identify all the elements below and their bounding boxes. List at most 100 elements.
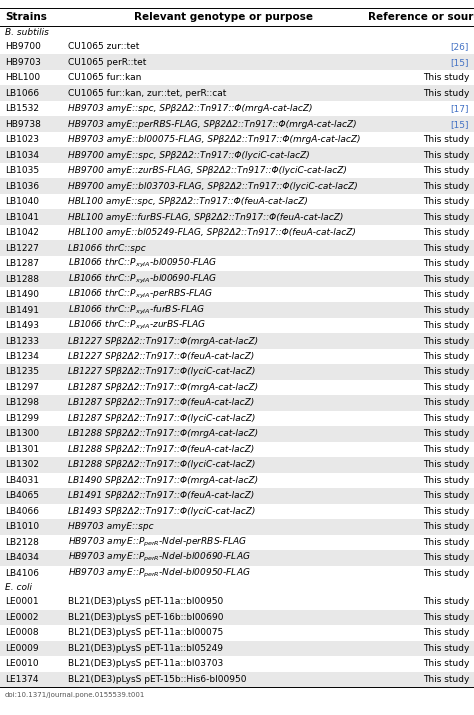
Text: LB1490 SPβ2Δ2::Tn917::Φ(mrgA-cat-lacZ): LB1490 SPβ2Δ2::Tn917::Φ(mrgA-cat-lacZ) (68, 476, 258, 485)
Bar (0, 256, 474, 271)
Text: HB9700: HB9700 (5, 42, 41, 51)
Text: This study: This study (423, 244, 469, 252)
Text: This study: This study (423, 597, 469, 606)
Text: This study: This study (423, 197, 469, 206)
Text: LE0008: LE0008 (5, 628, 38, 637)
Text: This study: This study (423, 383, 469, 392)
Bar (0, 656, 474, 671)
Bar (0, 473, 474, 488)
Text: This study: This study (423, 445, 469, 454)
Text: HB9703 amyE::$P_{perR}$-NdeI-perRBS-FLAG: HB9703 amyE::$P_{perR}$-NdeI-perRBS-FLAG (68, 536, 247, 549)
Text: LB1288 SPβ2Δ2::Tn917::Φ(feuA-cat-lacZ): LB1288 SPβ2Δ2::Tn917::Φ(feuA-cat-lacZ) (68, 445, 254, 454)
Text: CU1065 zur::tet: CU1065 zur::tet (68, 42, 139, 51)
Text: BL21(DE3)pLysS pET-11a::bl03703: BL21(DE3)pLysS pET-11a::bl03703 (68, 659, 223, 669)
Text: Strains: Strains (5, 12, 47, 22)
Text: LB1235: LB1235 (5, 368, 39, 377)
Text: LB1288: LB1288 (5, 275, 39, 284)
Bar (0, 426, 474, 442)
Text: LB1035: LB1035 (5, 166, 39, 175)
Text: LE0010: LE0010 (5, 659, 38, 669)
Text: This study: This study (423, 538, 469, 547)
Text: LB1288 SPβ2Δ2::Tn917::Φ(mrgA-cat-lacZ): LB1288 SPβ2Δ2::Tn917::Φ(mrgA-cat-lacZ) (68, 430, 258, 438)
Bar (0, 271, 474, 287)
Text: This study: This study (423, 321, 469, 330)
Text: LB1490: LB1490 (5, 290, 39, 299)
Text: [15]: [15] (450, 58, 469, 66)
Text: CU1065 fur::kan, zur::tet, perR::cat: CU1065 fur::kan, zur::tet, perR::cat (68, 89, 227, 98)
Bar (0, 550, 474, 566)
Bar (0, 39, 474, 54)
Bar (0, 8, 474, 26)
Text: HB9700 amyE::bl03703-FLAG, SPβ2Δ2::Tn917::Φ(lyciC-cat-lacZ): HB9700 amyE::bl03703-FLAG, SPβ2Δ2::Tn917… (68, 182, 358, 191)
Text: BL21(DE3)pLysS pET-11a::bl05249: BL21(DE3)pLysS pET-11a::bl05249 (68, 644, 223, 653)
Bar (0, 380, 474, 395)
Text: HB9700 amyE::spc, SPβ2Δ2::Tn917::Φ(lyciC-cat-lacZ): HB9700 amyE::spc, SPβ2Δ2::Tn917::Φ(lyciC… (68, 151, 310, 159)
Text: LB1301: LB1301 (5, 445, 39, 454)
Bar (0, 349, 474, 364)
Text: This study: This study (423, 305, 469, 315)
Text: This study: This study (423, 73, 469, 82)
Text: This study: This study (423, 275, 469, 284)
Text: LB1042: LB1042 (5, 228, 39, 237)
Text: [15]: [15] (450, 119, 469, 129)
Text: LB1034: LB1034 (5, 151, 39, 159)
Text: HB9700 amyE::zurBS-FLAG, SPβ2Δ2::Tn917::Φ(lyciC-cat-lacZ): HB9700 amyE::zurBS-FLAG, SPβ2Δ2::Tn917::… (68, 166, 347, 175)
Text: LB1491: LB1491 (5, 305, 39, 315)
Text: Relevant genotype or purpose: Relevant genotype or purpose (135, 12, 313, 22)
Text: LE0001: LE0001 (5, 597, 38, 606)
Text: This study: This study (423, 290, 469, 299)
Bar (0, 410, 474, 426)
Text: LB1036: LB1036 (5, 182, 39, 191)
Bar (0, 610, 474, 625)
Text: This study: This study (423, 151, 469, 159)
Text: BL21(DE3)pLysS pET-15b::His6-bl00950: BL21(DE3)pLysS pET-15b::His6-bl00950 (68, 675, 246, 684)
Bar (0, 163, 474, 178)
Text: LB2128: LB2128 (5, 538, 39, 547)
Text: HBL100: HBL100 (5, 73, 40, 82)
Text: LB1227: LB1227 (5, 244, 39, 252)
Text: LB4106: LB4106 (5, 569, 39, 578)
Text: HB9703 amyE::perRBS-FLAG, SPβ2Δ2::Tn917::Φ(mrgA-cat-lacZ): HB9703 amyE::perRBS-FLAG, SPβ2Δ2::Tn917:… (68, 119, 356, 129)
Text: LB1287: LB1287 (5, 259, 39, 268)
Text: LB4065: LB4065 (5, 491, 39, 500)
Text: This study: This study (423, 460, 469, 470)
Text: LB1066 thrC::$P_{xylA}$-furBS-FLAG: LB1066 thrC::$P_{xylA}$-furBS-FLAG (68, 303, 205, 317)
Text: BL21(DE3)pLysS pET-11a::bl00075: BL21(DE3)pLysS pET-11a::bl00075 (68, 628, 223, 637)
Text: This study: This study (423, 212, 469, 222)
Text: LB1066 thrC::$P_{xylA}$-perRBS-FLAG: LB1066 thrC::$P_{xylA}$-perRBS-FLAG (68, 288, 213, 301)
Bar (0, 364, 474, 380)
Text: This study: This study (423, 659, 469, 669)
Text: LB1298: LB1298 (5, 398, 39, 408)
Bar (0, 117, 474, 132)
Text: This study: This study (423, 259, 469, 268)
Text: HB9703 amyE::bl00075-FLAG, SPβ2Δ2::Tn917::Φ(mrgA-cat-lacZ): HB9703 amyE::bl00075-FLAG, SPβ2Δ2::Tn917… (68, 135, 361, 144)
Text: This study: This study (423, 569, 469, 578)
Bar (0, 70, 474, 86)
Text: BL21(DE3)pLysS pET-11a::bl00950: BL21(DE3)pLysS pET-11a::bl00950 (68, 597, 223, 606)
Text: This study: This study (423, 553, 469, 562)
Bar (0, 209, 474, 225)
Text: LB4034: LB4034 (5, 553, 39, 562)
Bar (0, 535, 474, 550)
Text: LB1066 thrC::$P_{xylA}$-bl00690-FLAG: LB1066 thrC::$P_{xylA}$-bl00690-FLAG (68, 272, 217, 285)
Text: LB1297: LB1297 (5, 383, 39, 392)
Text: LB1066 thrC::$P_{xylA}$-bl00950-FLAG: LB1066 thrC::$P_{xylA}$-bl00950-FLAG (68, 257, 217, 270)
Text: CU1065 perR::tet: CU1065 perR::tet (68, 58, 146, 66)
Text: LB1066 thrC::spc: LB1066 thrC::spc (68, 244, 146, 252)
Bar (0, 503, 474, 519)
Text: LB1066 thrC::$P_{xylA}$-zurBS-FLAG: LB1066 thrC::$P_{xylA}$-zurBS-FLAG (68, 319, 207, 332)
Text: This study: This study (423, 675, 469, 684)
Text: This study: This study (423, 644, 469, 653)
Bar (0, 194, 474, 209)
Bar (0, 147, 474, 163)
Bar (0, 442, 474, 457)
Text: LB1532: LB1532 (5, 104, 39, 113)
Bar (0, 287, 474, 302)
Text: LB1234: LB1234 (5, 352, 39, 361)
Bar (0, 317, 474, 333)
Text: LB1287 SPβ2Δ2::Tn917::Φ(mrgA-cat-lacZ): LB1287 SPβ2Δ2::Tn917::Φ(mrgA-cat-lacZ) (68, 383, 258, 392)
Text: LB1041: LB1041 (5, 212, 39, 222)
Bar (0, 641, 474, 656)
Bar (0, 581, 474, 594)
Text: HB9703 amyE::$P_{perR}$-NdeI-bl00950-FLAG: HB9703 amyE::$P_{perR}$-NdeI-bl00950-FLA… (68, 567, 251, 580)
